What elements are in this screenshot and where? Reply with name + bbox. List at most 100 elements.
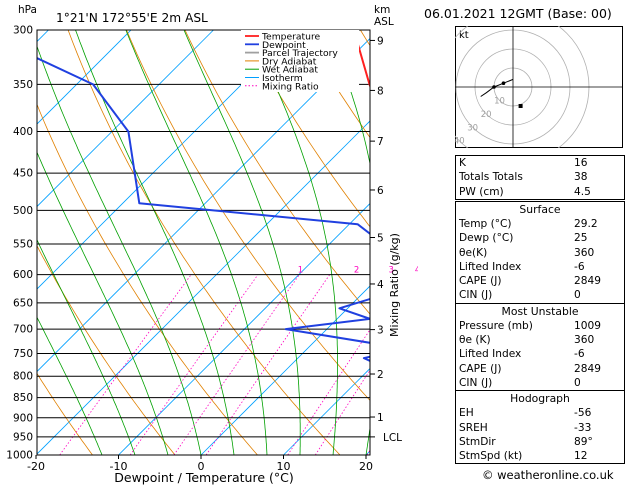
mixing-ratio-line (205, 274, 331, 455)
info-panel: 06.01.2021 12GMT (Base: 00) kt 10 20 30 40 … (418, 0, 629, 486)
index-row-totals: Totals Totals 38 (459, 171, 588, 184)
mixing-ratio-axis-title: Mixing Ratio (g/kg) (388, 233, 401, 337)
pressure-tick-label: 650 (13, 297, 33, 309)
most-unstable-row: CIN (J) 0 (459, 376, 581, 389)
mixing-ratio-line (314, 369, 370, 455)
mixing-ratio-line (287, 328, 370, 455)
x-tick-label: 0 (198, 460, 205, 473)
isotherm-line (37, 30, 214, 208)
km-tick-label: 5 (377, 232, 384, 244)
hodograph-point (492, 85, 496, 89)
isotherm-line (200, 285, 370, 455)
indices-table: K 16 Totals Totals 38 PW (cm) 4.5 (455, 155, 625, 200)
legend-label: Wet Adiabat (262, 65, 318, 76)
index-row-pw: PW (cm) 4.5 (459, 185, 591, 198)
isotherm-line (37, 30, 132, 125)
mixing-ratio-label: 2 (354, 266, 359, 276)
hodograph-row: EH -56 (459, 407, 592, 420)
hodograph-row: SREH -33 (459, 421, 592, 434)
most-unstable-row: Lifted Index -6 (459, 348, 585, 361)
pressure-tick-label: 400 (13, 126, 33, 138)
legend-label: Parcel Trajectory (262, 48, 338, 59)
surface-row: CAPE (J) 2849 (459, 275, 601, 288)
isotherm-line (37, 120, 370, 455)
x-tick-label: 20 (359, 460, 373, 473)
legend-label: Dry Adiabat (262, 56, 317, 67)
mixing-ratio-label: 1 (298, 266, 303, 276)
mixing-ratio-line (405, 275, 418, 455)
legend-label: Temperature (261, 32, 321, 43)
km-tick-label: 8 (377, 85, 384, 97)
most-unstable-row: Pressure (mb) 1009 (459, 319, 601, 332)
index-row-k: K 16 (459, 157, 588, 169)
wet-adiabat-line (399, 30, 418, 455)
mixing-ratio-label: 3 (389, 266, 394, 276)
sounding-series (37, 30, 370, 362)
legend-label: Mixing Ratio (262, 81, 319, 92)
hodograph-ring-label: 30 (467, 123, 478, 133)
pressure-tick-label: 550 (13, 238, 33, 250)
km-tick-label: 4 (377, 279, 384, 291)
dry-adiabat-line (0, 30, 10, 455)
mixing-ratio-label: 4 (415, 266, 418, 276)
surface-row: CIN (J) 0 (459, 289, 581, 302)
hodograph-ring-label: 20 (481, 110, 492, 120)
wet-adiabat-line (37, 316, 103, 455)
x-tick-label: -20 (27, 460, 45, 473)
legend-label: Dewpoint (262, 40, 306, 51)
hodograph-table-title: Hodograph (510, 392, 570, 406)
legend-label: Isotherm (262, 73, 303, 84)
x-axis-title: Dewpoint / Temperature (°C) (114, 470, 293, 485)
pressure-tick-label: 450 (13, 168, 33, 180)
wet-adiabat-line (183, 30, 301, 455)
x-tick-label: -10 (110, 460, 128, 473)
dry-adiabat-line (37, 103, 258, 455)
location-title: 1°21'N 172°55'E 2m ASL (56, 11, 208, 25)
most-unstable-row: θe (K) 360 (459, 334, 595, 347)
x-tick-label: 10 (277, 460, 291, 473)
hodograph-row: StmDir 89° (459, 435, 593, 448)
mixing-ratio-line (129, 274, 259, 455)
pressure-tick-label: 800 (13, 371, 33, 383)
surface-row: θe(K) 360 (459, 246, 595, 259)
surface-table: Surface Temp (°C) 29.2 Dewp (°C) 25 θe(K) 3… (455, 201, 625, 465)
hodograph-ring-label: 40 (455, 137, 465, 147)
pressure-tick-label: 600 (13, 269, 33, 281)
km-tick-label: 2 (377, 369, 384, 381)
height-unit-top: km (374, 4, 390, 16)
plot-frame (36, 29, 371, 456)
dry-adiabat-line (243, 30, 370, 228)
surface-row: Dewp (°C) 25 (459, 232, 588, 245)
km-tick-label: 1 (377, 412, 384, 424)
km-tick-label: 3 (377, 325, 384, 337)
surface-title: Surface (519, 203, 561, 216)
pressure-tick-label: 850 (13, 392, 33, 404)
surface-row: Temp (°C) 29.2 (459, 218, 598, 230)
storm-motion-marker (518, 104, 523, 108)
km-tick-label: LCL (383, 432, 402, 444)
isotherm-line (37, 30, 297, 290)
copyright-text: © weatheronline.co.uk (482, 468, 614, 482)
pressure-tick-label: 900 (13, 412, 33, 424)
pressure-tick-label: 700 (13, 324, 33, 336)
km-tick-label: 9 (377, 35, 384, 47)
dry-adiabat-line (37, 372, 93, 455)
surface-row: Lifted Index -6 (459, 260, 585, 273)
hodograph-trace (480, 78, 523, 108)
height-unit-bottom: ASL (374, 16, 394, 28)
pressure-tick-label: 950 (13, 431, 33, 443)
wet-adiabat-line (37, 45, 202, 455)
series-dewpoint (37, 56, 370, 362)
hodograph-ring-label: 10 (494, 96, 505, 106)
hodograph-unit: kt (459, 30, 469, 41)
skewt-chart: 3003504004505005506006507007508008509009… (0, 4, 418, 485)
isotherm-line (283, 367, 370, 455)
pressure-tick-label: 750 (13, 348, 33, 360)
wet-adiabat-line (327, 30, 370, 455)
most-unstable-row: CAPE (J) 2849 (459, 362, 601, 375)
hodograph-point (501, 81, 506, 85)
km-tick-label: 7 (377, 136, 384, 148)
